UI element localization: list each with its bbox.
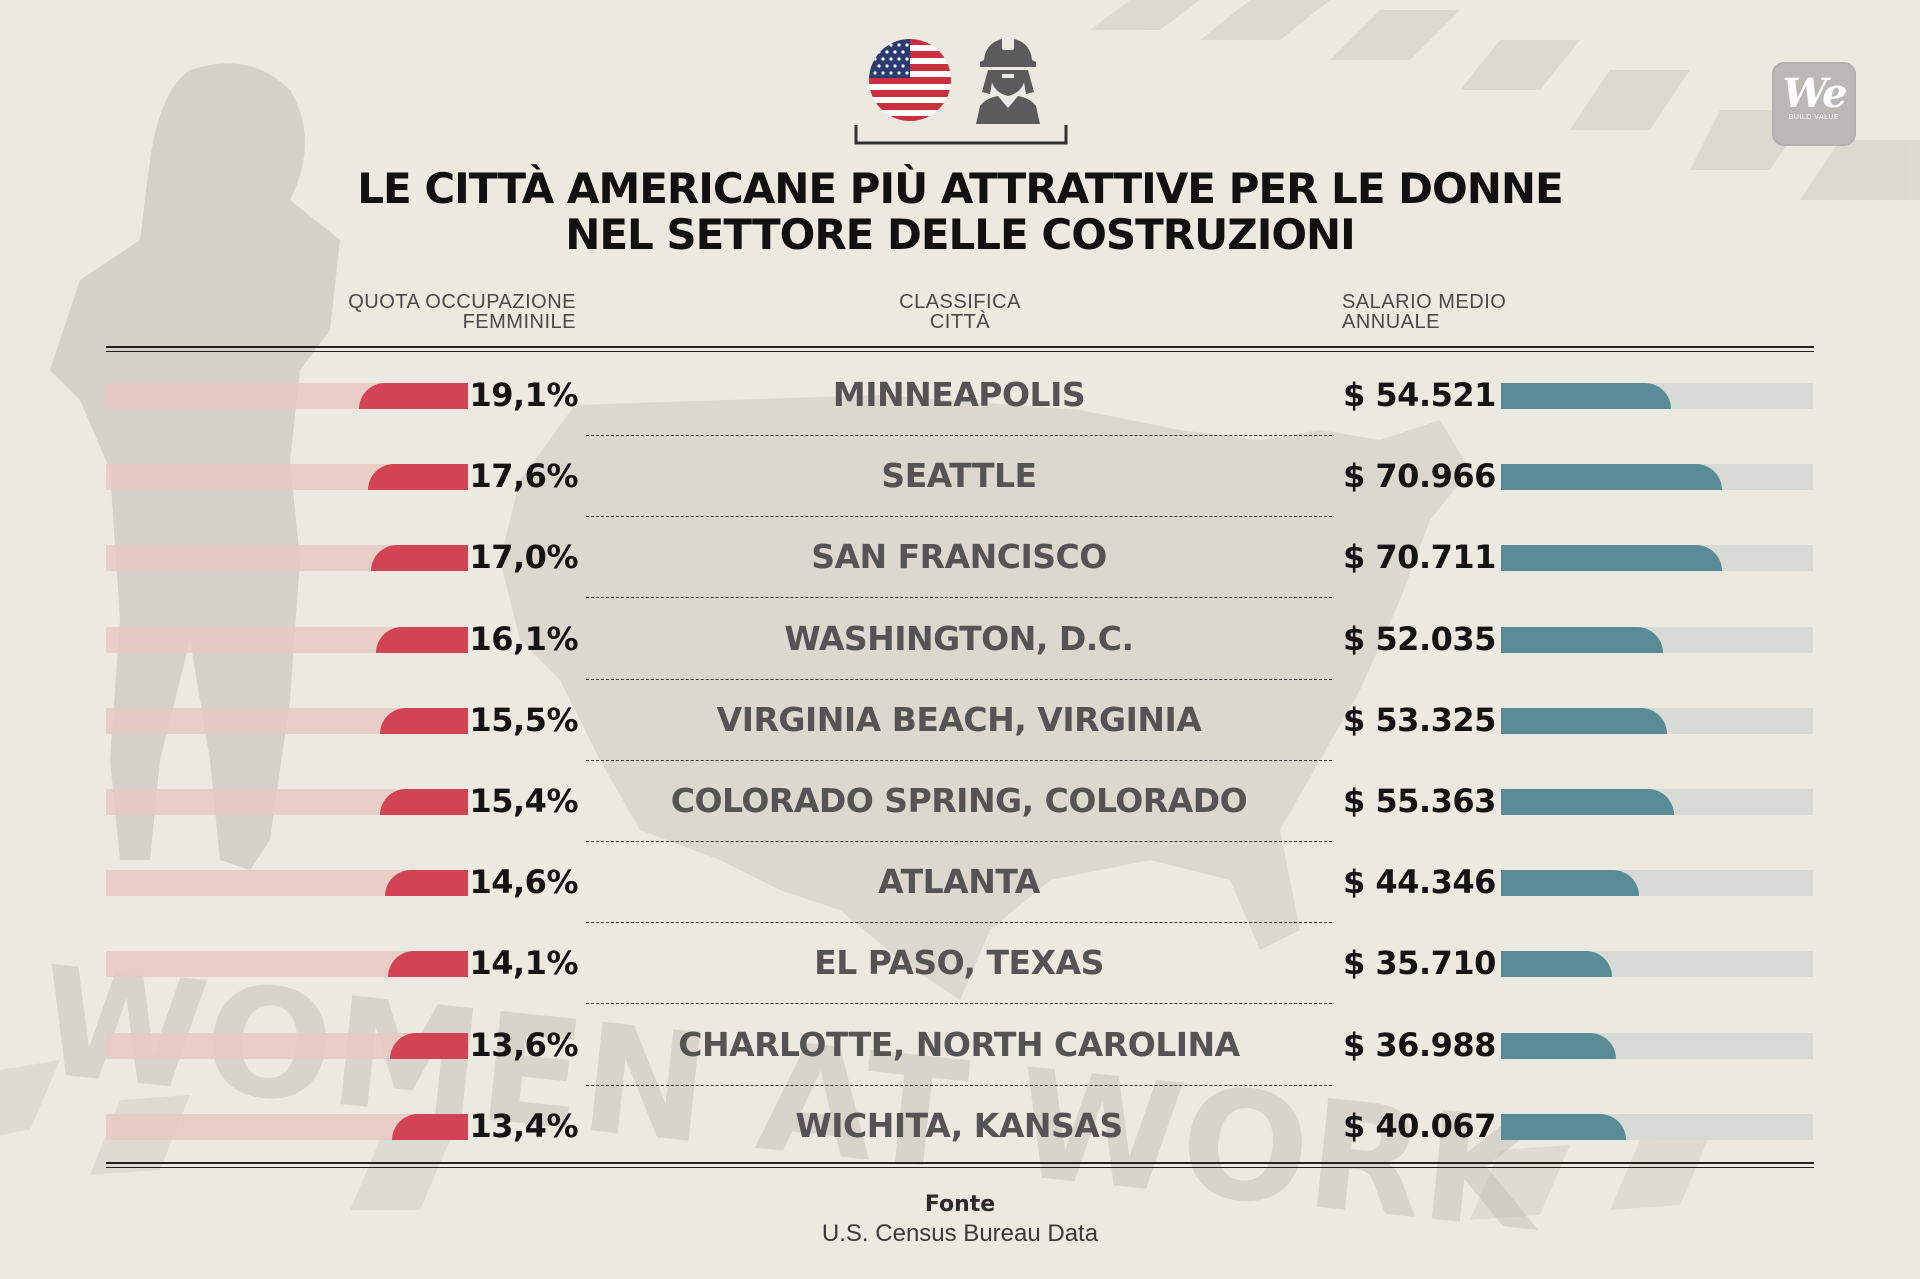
column-header-salary-line-1: SALARIO MEDIO [1342,291,1507,313]
salary-value: $ 54.521 [1343,376,1496,414]
share-value: 17,0% [469,538,578,577]
table-bottom-rule [106,1162,1814,1164]
column-header-share: QUOTA OCCUPAZIONE FEMMINILE [348,292,576,332]
city-name: SEATTLE [881,456,1037,496]
share-value: 15,4% [469,782,578,820]
city-name: WICHITA, KANSAS [795,1105,1123,1145]
salary-bar [1501,870,1640,897]
share-bar [379,707,468,734]
source-label: Fonte [924,1192,996,1217]
table-row: 15,4% COLORADO SPRING, COLORADO $ 55.363 [0,761,1920,842]
city-name: COLORADO SPRING, COLORADO [670,781,1248,820]
table-row: 14,6% ATLANTA $ 44.346 [0,842,1920,924]
share-value: 14,6% [469,863,578,902]
share-bar [367,464,468,491]
share-bar [380,789,468,815]
salary-value: $ 52.035 [1343,619,1496,658]
share-bar [387,951,468,978]
share-value: 17,6% [469,457,578,496]
table-top-rule-thin [106,351,1814,352]
us-flag-icon [869,39,951,121]
salary-bar [1501,1032,1617,1059]
share-bar [376,626,468,653]
salary-bar [1501,545,1722,572]
row-separator [586,435,1332,436]
logo: We BUILD VALUE [1772,62,1856,146]
salary-bar [1501,789,1674,815]
row-separator [586,516,1332,518]
column-header-share-line-2: FEMMINILE [462,311,576,333]
salary-value: $ 55.363 [1343,782,1496,820]
row-separator [586,759,1332,761]
row-separator [586,1084,1332,1086]
table-row: 19,1% MINNEAPOLIS $ 54.521 [0,355,1920,436]
title-line-1: LE CITTÀ AMERICANE PIÙ ATTRATTIVE PER LE… [357,164,1563,213]
salary-value: $ 35.710 [1343,944,1496,983]
salary-value: $ 70.711 [1343,538,1496,577]
share-bar [371,545,468,572]
column-header-salary-line-2: ANNUALE [1342,311,1440,333]
share-value: 15,5% [469,700,578,739]
column-header-city-line-2: CITTÀ [929,311,991,333]
logo-mark: We [1782,70,1847,117]
share-bar [359,383,468,409]
female-construction-worker-icon [976,38,1040,124]
share-value: 16,1% [469,619,578,658]
city-name: VIRGINIA BEACH, VIRGINIA [716,699,1202,739]
salary-value: $ 70.966 [1343,457,1496,496]
page-title: LE CITTÀ AMERICANE PIÙ ATTRATTIVE PER LE… [0,166,1920,258]
table-bottom-rule-thin [106,1167,1814,1168]
table-row: 14,1% EL PASO, TEXAS $ 35.710 [0,923,1920,1005]
city-name: ATLANTA [878,862,1040,902]
row-separator [586,678,1332,680]
column-header-salary: SALARIO MEDIO ANNUALE [1342,292,1506,332]
column-header-share-line-1: QUOTA OCCUPAZIONE [348,291,576,313]
salary-value: $ 44.346 [1343,863,1496,902]
table-row: 13,6% CHARLOTTE, NORTH CAROLINA $ 36.988 [0,1005,1920,1086]
table-row: 17,6% SEATTLE $ 70.966 [0,436,1920,518]
salary-bar [1501,1113,1626,1140]
title-line-2: NEL SETTORE DELLE COSTRUZIONI [565,210,1356,259]
column-header-city-line-1: CLASSIFICA [899,291,1021,313]
source-text: U.S. Census Bureau Data [821,1220,1099,1247]
column-header-city: CLASSIFICA CITTÀ [860,292,1060,332]
salary-value: $ 40.067 [1343,1106,1496,1145]
row-separator [586,1003,1332,1005]
city-name: WASHINGTON, D.C. [784,618,1134,658]
salary-value: $ 36.988 [1343,1025,1496,1064]
share-bar [384,870,468,897]
city-name: EL PASO, TEXAS [814,943,1104,983]
salary-bar [1501,626,1664,653]
salary-bar [1501,951,1613,978]
row-separator [586,597,1332,599]
salary-value: $ 53.325 [1343,700,1496,739]
table-row: 17,0% SAN FRANCISCO $ 70.711 [0,517,1920,599]
city-name: MINNEAPOLIS [832,375,1086,414]
share-bar [391,1113,468,1140]
table-row: 15,5% VIRGINIA BEACH, VIRGINIA $ 53.325 [0,680,1920,761]
table-top-rule [106,346,1814,348]
table-row: 13,4% WICHITA, KANSAS $ 40.067 [0,1086,1920,1167]
table-row: 16,1% WASHINGTON, D.C. $ 52.035 [0,599,1920,680]
salary-bar [1501,464,1723,491]
salary-bar [1501,383,1672,409]
city-name: SAN FRANCISCO [811,537,1107,577]
city-name: CHARLOTTE, NORTH CAROLINA [678,1024,1240,1064]
share-bar [390,1032,468,1059]
logo-tagline: BUILD VALUE [1788,114,1840,121]
share-value: 19,1% [469,376,578,414]
row-separator [586,922,1332,924]
share-value: 14,1% [469,944,578,983]
icon-underline-bracket [854,125,1068,145]
share-value: 13,6% [469,1025,578,1064]
row-separator [586,841,1332,842]
salary-bar [1501,707,1668,734]
share-value: 13,4% [469,1106,578,1145]
